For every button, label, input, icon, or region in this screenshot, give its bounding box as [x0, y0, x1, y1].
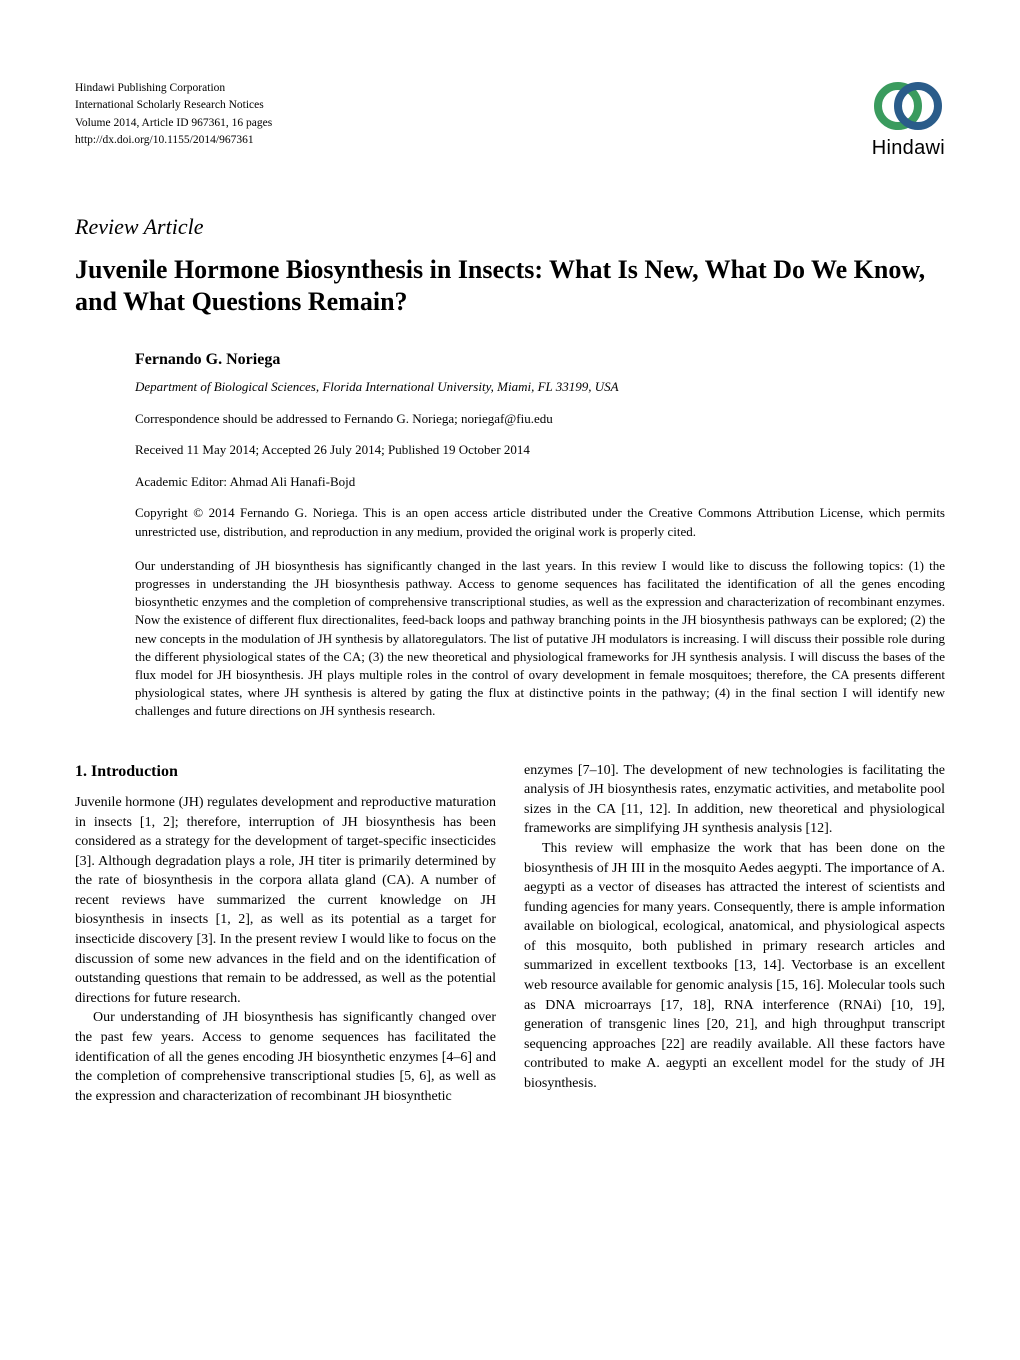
author-affiliation: Department of Biological Sciences, Flori…	[135, 378, 945, 396]
publisher-logo-name: Hindawi	[872, 135, 945, 162]
academic-editor: Academic Editor: Ahmad Ali Hanafi-Bojd	[135, 473, 945, 491]
publisher-line-2: International Scholarly Research Notices	[75, 97, 272, 114]
publisher-line-1: Hindawi Publishing Corporation	[75, 80, 272, 97]
meta-block: Fernando G. Noriega Department of Biolog…	[75, 349, 945, 721]
abstract: Our understanding of JH biosynthesis has…	[135, 557, 945, 721]
paper-title: Juvenile Hormone Biosynthesis in Insects…	[75, 254, 945, 319]
intro-paragraph-2: Our understanding of JH biosynthesis has…	[75, 1008, 496, 1106]
publisher-info: Hindawi Publishing Corporation Internati…	[75, 80, 272, 149]
intro-paragraph-4: This review will emphasize the work that…	[524, 839, 945, 1094]
column-right: enzymes [7–10]. The development of new t…	[524, 761, 945, 1107]
intro-paragraph-3: enzymes [7–10]. The development of new t…	[524, 761, 945, 839]
publication-dates: Received 11 May 2014; Accepted 26 July 2…	[135, 441, 945, 459]
column-left: 1. Introduction Juvenile hormone (JH) re…	[75, 761, 496, 1107]
publisher-line-4: http://dx.doi.org/10.1155/2014/967361	[75, 132, 272, 149]
publisher-line-3: Volume 2014, Article ID 967361, 16 pages	[75, 115, 272, 132]
section-heading-introduction: 1. Introduction	[75, 761, 496, 783]
intro-paragraph-1: Juvenile hormone (JH) regulates developm…	[75, 793, 496, 1009]
copyright-notice: Copyright © 2014 Fernando G. Noriega. Th…	[135, 504, 945, 540]
author-name: Fernando G. Noriega	[135, 349, 945, 371]
content-columns: 1. Introduction Juvenile hormone (JH) re…	[75, 761, 945, 1107]
publisher-logo: Hindawi	[872, 80, 945, 162]
article-type: Review Article	[75, 212, 945, 242]
correspondence-info: Correspondence should be addressed to Fe…	[135, 410, 945, 428]
hindawi-logo-icon	[872, 80, 944, 132]
header-row: Hindawi Publishing Corporation Internati…	[75, 80, 945, 162]
